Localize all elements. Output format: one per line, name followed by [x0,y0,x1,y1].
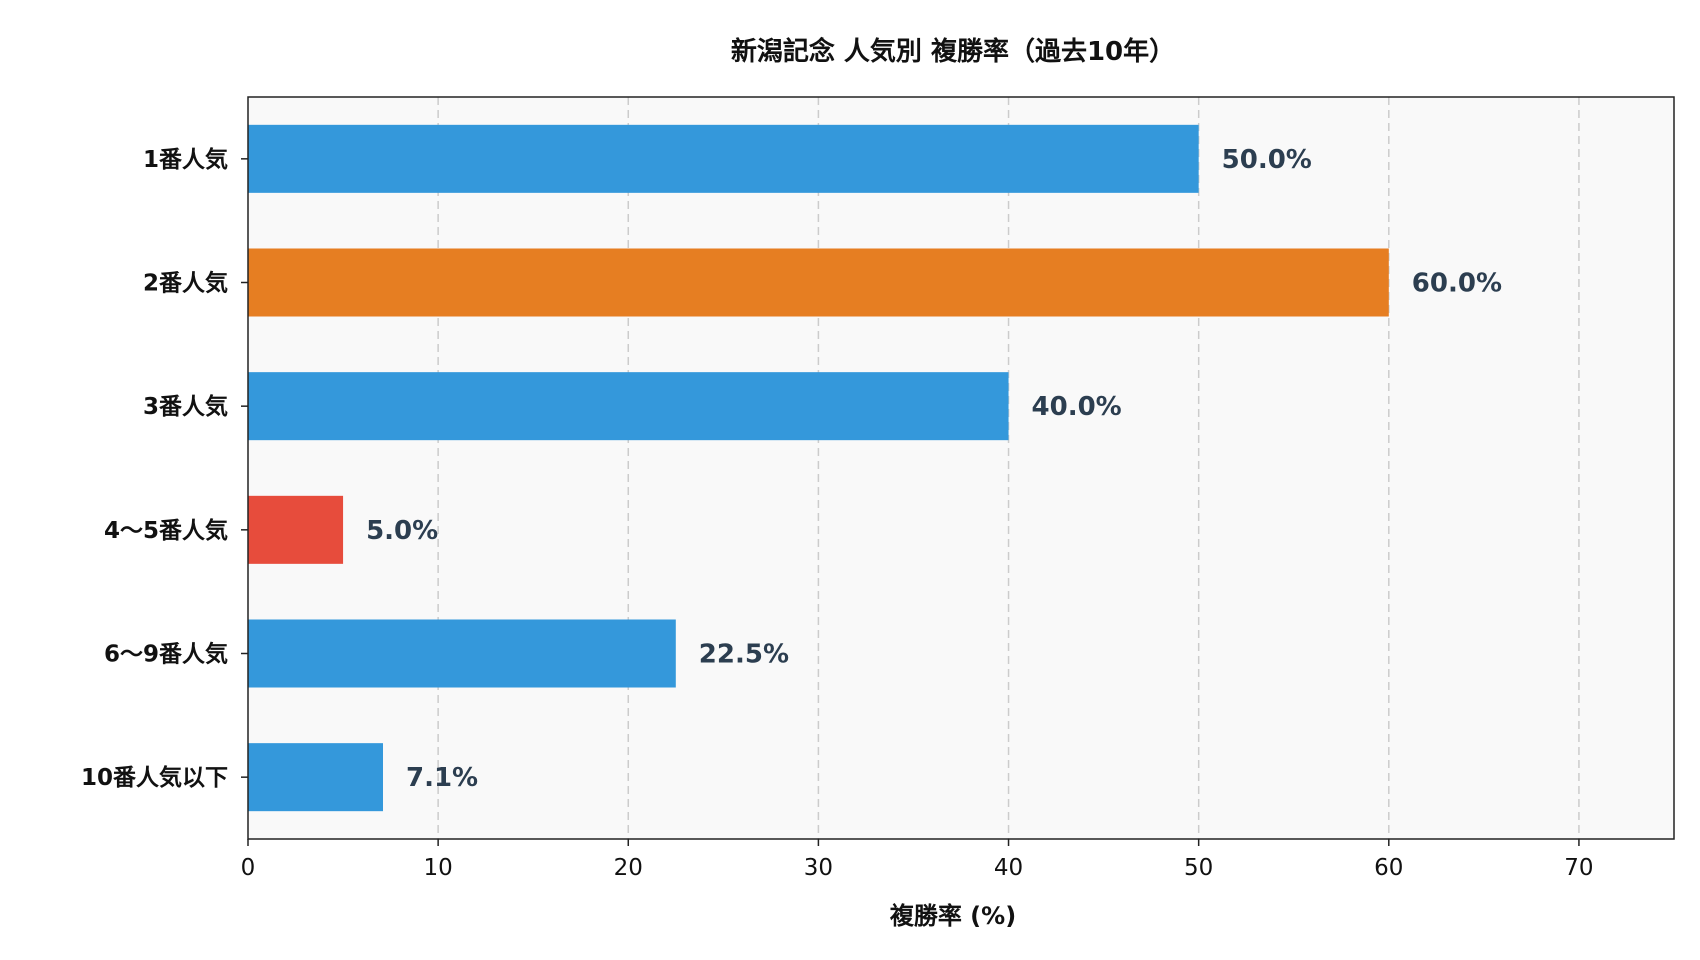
data-label: 60.0% [1412,269,1502,299]
category-label: 1番人気 [143,146,228,173]
bar [248,619,676,688]
bar [248,372,1009,441]
data-label: 5.0% [366,516,438,546]
x-tick-label: 40 [994,855,1023,881]
category-axis: 1番人気 2番人気 3番人気 4〜5番人気 6〜9番人気 10番人気以下 [81,146,248,791]
grid-lines [437,97,1580,839]
category-label: 2番人気 [143,270,228,297]
category-label: 6〜9番人気 [104,641,228,668]
data-label: 50.0% [1222,145,1312,175]
data-label: 40.0% [1032,392,1122,422]
category-label: 4〜5番人気 [104,517,228,544]
plot-area [248,97,1674,839]
x-tick-label: 10 [423,855,452,881]
category-label: 10番人気以下 [81,764,228,791]
plot-frame [247,96,1675,840]
bar [248,248,1389,317]
chart-title: 新潟記念 人気別 複勝率（過去10年） [731,36,1175,67]
bar [248,495,344,564]
value-axis: 0 10 20 30 40 50 60 70 [241,839,1594,881]
data-label: 22.5% [699,640,789,670]
x-tick-label: 20 [614,855,643,881]
x-tick-label: 60 [1374,855,1403,881]
category-label: 3番人気 [143,393,228,420]
x-tick-label: 0 [241,855,256,881]
x-tick-label: 70 [1564,855,1593,881]
data-label: 7.1% [406,763,478,793]
bars: 50.0% 60.0% 40.0% 5.0% 22.5% 7.1% [248,124,1502,812]
x-tick-label: 30 [804,855,833,881]
x-tick-label: 50 [1184,855,1213,881]
bar [248,743,383,812]
bar [248,124,1199,193]
x-axis-label: 複勝率 (%) [890,902,1016,930]
